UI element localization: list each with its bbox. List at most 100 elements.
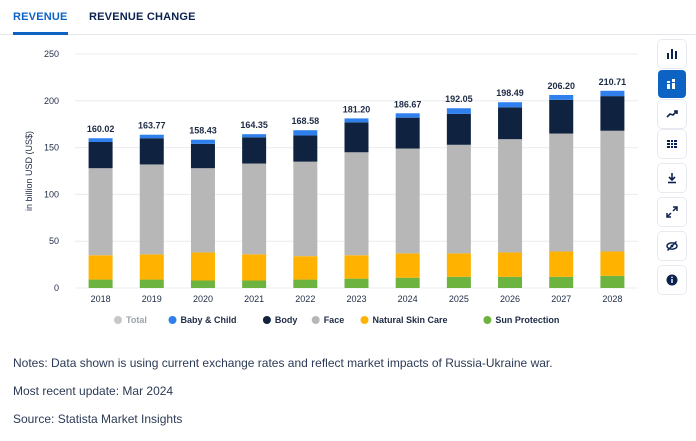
total-data-label: 198.49 [496, 88, 524, 98]
bar-face [498, 139, 523, 253]
notes-section: Notes: Data shown is using current excha… [13, 357, 653, 441]
bar-natural [600, 251, 625, 276]
x-tick-label: 2028 [602, 294, 622, 304]
bar-baby [88, 138, 113, 142]
bar-baby [549, 94, 574, 100]
total-data-label: 160.02 [87, 124, 115, 134]
bar-face [139, 164, 164, 255]
bar-natural [139, 254, 164, 280]
legend-marker-natural [360, 316, 369, 324]
x-tick-label: 2026 [500, 294, 520, 304]
legend-marker-body [262, 316, 271, 324]
bar-natural [242, 254, 267, 281]
x-tick-label: 2018 [91, 294, 111, 304]
bar-body [600, 96, 625, 131]
x-tick-label: 2027 [551, 294, 571, 304]
y-tick-label: 50 [49, 236, 59, 246]
download-icon [668, 173, 676, 184]
y-axis-title: in billion USD (US$) [24, 131, 34, 211]
total-data-label: 210.71 [599, 77, 627, 87]
x-tick-label: 2021 [244, 294, 264, 304]
bar-face [600, 130, 625, 252]
bar-body [293, 135, 318, 162]
bar-body [88, 141, 113, 169]
legend-label: Total [126, 315, 147, 325]
x-tick-label: 2025 [449, 294, 469, 304]
bar-sun [242, 280, 267, 288]
bar-natural [190, 252, 215, 281]
total-data-label: 192.05 [445, 94, 473, 104]
legend-label: Baby & Child [181, 315, 237, 325]
bar-face [395, 148, 420, 254]
stacked-bar-button[interactable] [658, 70, 686, 98]
table-button[interactable] [658, 130, 686, 158]
x-tick-label: 2019 [142, 294, 162, 304]
bar-baby [293, 130, 318, 136]
info-icon [666, 274, 678, 286]
legend-marker-baby [168, 316, 177, 324]
bar-face [242, 163, 267, 255]
bar-body [395, 117, 420, 149]
bar-body [446, 113, 471, 145]
bar-face [88, 168, 113, 256]
hide-button[interactable] [658, 232, 686, 260]
trend-line-button[interactable] [658, 100, 686, 128]
bar-body [549, 99, 574, 134]
bar-natural [395, 253, 420, 278]
bar-sun [395, 277, 420, 288]
total-data-label: 168.58 [292, 116, 320, 126]
x-tick-label: 2020 [193, 294, 213, 304]
bar-chart-icon [667, 49, 677, 59]
table-icon [667, 140, 677, 148]
bar-baby [190, 139, 215, 144]
total-data-label: 158.43 [189, 126, 217, 136]
bar-natural [88, 255, 113, 280]
total-data-label: 206.20 [547, 81, 575, 91]
bar-natural [498, 252, 523, 277]
bar-natural [549, 251, 574, 277]
tab-bar: REVENUE REVENUE CHANGE [0, 0, 696, 35]
bar-face [293, 161, 318, 257]
download-button[interactable] [658, 164, 686, 192]
bar-sun [293, 279, 318, 288]
bar-body [344, 122, 369, 153]
expand-button[interactable] [658, 198, 686, 226]
bar-baby [498, 102, 523, 108]
bar-face [344, 152, 369, 256]
y-tick-label: 100 [44, 189, 59, 199]
bar-baby [600, 90, 625, 97]
bar-natural [344, 255, 369, 279]
bar-face [549, 133, 574, 252]
bar-body [139, 138, 164, 165]
tab-revenue[interactable]: REVENUE [13, 0, 68, 35]
bar-face [446, 144, 471, 254]
x-tick-label: 2023 [346, 294, 366, 304]
bar-sun [88, 279, 113, 288]
bar-baby [395, 113, 420, 118]
bar-sun [446, 276, 471, 288]
bar-sun [190, 280, 215, 288]
bar-chart-button[interactable] [658, 40, 686, 68]
bar-body [190, 143, 215, 169]
legend-marker-sun [483, 316, 492, 324]
y-tick-label: 0 [54, 283, 59, 293]
bar-sun [600, 275, 625, 288]
total-data-label: 163.77 [138, 121, 166, 131]
y-tick-label: 200 [44, 96, 59, 106]
stacked-bar-icon [667, 79, 675, 89]
bar-natural [293, 256, 318, 280]
bar-baby [446, 108, 471, 114]
total-data-label: 181.20 [343, 104, 371, 114]
notes-text: Notes: Data shown is using current excha… [13, 356, 553, 370]
bar-baby [242, 134, 267, 138]
x-tick-label: 2024 [398, 294, 418, 304]
bar-body [498, 107, 523, 140]
legend-marker-total [114, 316, 122, 324]
tab-revenue-change[interactable]: REVENUE CHANGE [89, 11, 196, 23]
total-data-label: 186.67 [394, 99, 422, 109]
bar-baby [344, 118, 369, 123]
info-button[interactable] [658, 266, 686, 294]
legend-label: Face [324, 315, 345, 325]
bar-body [242, 137, 267, 164]
legend-marker-face [311, 316, 320, 324]
